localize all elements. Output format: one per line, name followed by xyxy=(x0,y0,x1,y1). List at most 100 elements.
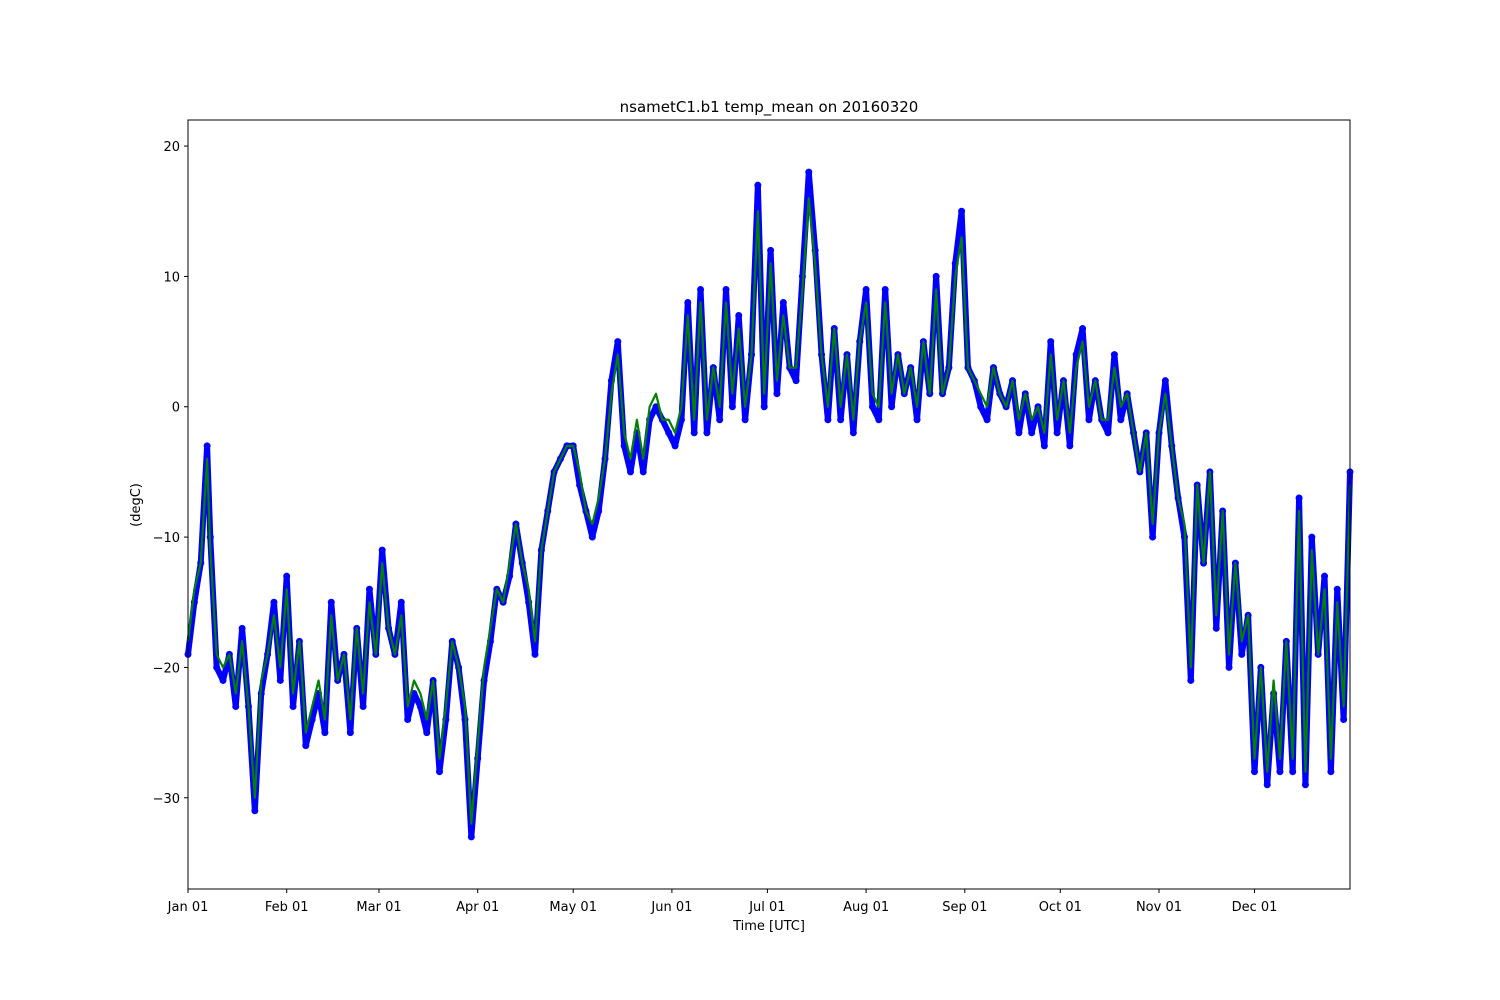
data-point xyxy=(289,703,297,711)
data-point xyxy=(881,285,889,293)
y-tick-label: 0 xyxy=(172,401,180,416)
data-point xyxy=(1028,429,1036,437)
data-point xyxy=(639,468,647,476)
data-point xyxy=(213,663,221,671)
x-tick-label: Dec 01 xyxy=(1232,900,1278,915)
data-point xyxy=(1040,442,1048,450)
data-point xyxy=(1047,338,1055,346)
data-point xyxy=(251,807,259,815)
y-axis: 20 10 0 −10 −20 −30 xyxy=(153,140,188,807)
x-tick-label: Apr 01 xyxy=(456,900,499,915)
data-point xyxy=(627,468,635,476)
data-point xyxy=(283,572,291,580)
data-point xyxy=(875,416,883,424)
data-point xyxy=(588,533,596,541)
data-point xyxy=(1110,351,1118,359)
x-tick-label: Aug 01 xyxy=(843,900,889,915)
x-tick-label: Sep 01 xyxy=(942,900,987,915)
data-point xyxy=(321,729,329,737)
data-point xyxy=(1308,533,1316,541)
y-tick-label: −10 xyxy=(153,531,180,546)
data-point xyxy=(1079,325,1087,333)
data-point xyxy=(1301,781,1309,789)
data-point xyxy=(1295,494,1303,502)
data-point xyxy=(1333,585,1341,593)
data-point xyxy=(1276,768,1284,776)
data-point xyxy=(238,624,246,632)
data-point xyxy=(849,429,857,437)
x-tick-label: Jun 01 xyxy=(650,900,692,915)
data-point xyxy=(1250,768,1258,776)
data-point xyxy=(1340,716,1348,724)
data-point xyxy=(359,703,367,711)
data-point xyxy=(1149,533,1157,541)
data-point xyxy=(423,729,431,737)
data-point xyxy=(977,403,985,411)
data-point xyxy=(327,598,335,606)
y-tick-label: 20 xyxy=(163,140,180,155)
x-axis: Jan 01 Feb 01 Mar 01 Apr 01 May 01 Jun 01 Jul … xyxy=(167,889,1278,915)
y-tick-label: −20 xyxy=(153,661,180,676)
data-point xyxy=(219,676,227,684)
data-point xyxy=(767,246,775,254)
data-point xyxy=(1066,442,1074,450)
data-point xyxy=(404,716,412,724)
data-point xyxy=(792,377,800,385)
data-point xyxy=(1289,768,1297,776)
data-point xyxy=(760,403,768,411)
data-point xyxy=(665,429,673,437)
data-point xyxy=(1117,416,1125,424)
y-axis-label: (degC) xyxy=(129,483,144,527)
y-tick-label: 10 xyxy=(163,270,180,285)
data-point xyxy=(703,429,711,437)
data-point xyxy=(1187,676,1195,684)
data-point xyxy=(728,403,736,411)
data-point xyxy=(467,833,475,841)
data-point xyxy=(276,676,284,684)
plot-frame xyxy=(187,119,1351,890)
x-tick-label: Oct 01 xyxy=(1039,900,1082,915)
series-layer xyxy=(184,168,1354,841)
data-point xyxy=(805,168,813,176)
series-1 xyxy=(186,197,1352,825)
data-point xyxy=(531,650,539,658)
data-point xyxy=(690,429,698,437)
data-point xyxy=(671,442,679,450)
series-1-line xyxy=(186,197,1352,825)
data-point xyxy=(1321,572,1329,580)
data-point xyxy=(1085,416,1093,424)
data-point xyxy=(958,207,966,215)
data-point xyxy=(862,285,870,293)
data-point xyxy=(436,768,444,776)
data-point xyxy=(1212,624,1220,632)
data-point xyxy=(837,416,845,424)
data-point xyxy=(697,285,705,293)
data-point xyxy=(270,598,278,606)
data-point xyxy=(684,298,692,306)
x-tick-label: Jan 01 xyxy=(167,900,209,915)
data-point xyxy=(302,742,310,750)
data-point xyxy=(913,416,921,424)
x-tick-label: May 01 xyxy=(549,900,597,915)
x-axis-label: Time [UTC] xyxy=(732,919,805,934)
data-point xyxy=(203,442,211,450)
series-0-trace xyxy=(185,169,1353,840)
data-point xyxy=(932,272,940,280)
data-point xyxy=(722,285,730,293)
data-point xyxy=(346,729,354,737)
data-point xyxy=(378,546,386,554)
data-point xyxy=(1053,429,1061,437)
data-point xyxy=(983,416,991,424)
data-point xyxy=(1327,768,1335,776)
data-point xyxy=(868,403,876,411)
data-point xyxy=(754,181,762,189)
data-point xyxy=(365,585,373,593)
data-point xyxy=(773,390,781,398)
data-point xyxy=(716,416,724,424)
data-point xyxy=(824,416,832,424)
data-point xyxy=(1161,377,1169,385)
data-point xyxy=(232,703,240,711)
chart-title: nsametC1.b1 temp_mean on 20160320 xyxy=(620,98,919,117)
x-tick-label: Nov 01 xyxy=(1136,900,1182,915)
